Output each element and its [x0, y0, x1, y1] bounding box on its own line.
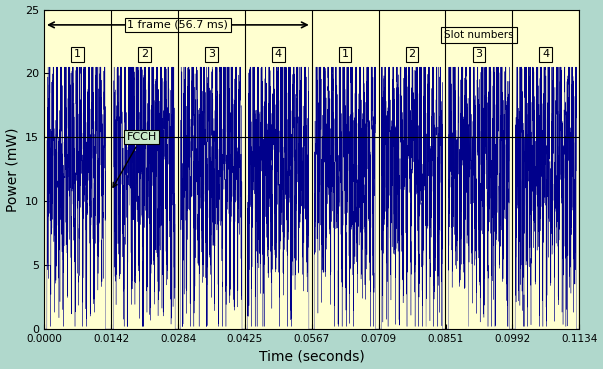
Text: 3: 3 — [208, 49, 215, 59]
Text: 1: 1 — [342, 49, 349, 59]
X-axis label: Time (seconds): Time (seconds) — [259, 349, 365, 363]
Text: 3: 3 — [475, 49, 482, 59]
Text: 1 frame (56.7 ms): 1 frame (56.7 ms) — [127, 20, 229, 30]
Text: 4: 4 — [275, 49, 282, 59]
Text: 2: 2 — [408, 49, 415, 59]
Text: Slot numbers: Slot numbers — [444, 30, 514, 40]
Text: FCCH: FCCH — [113, 132, 157, 187]
Text: 4: 4 — [542, 49, 549, 59]
Y-axis label: Power (mW): Power (mW) — [5, 127, 19, 211]
Text: 2: 2 — [141, 49, 148, 59]
Text: 1: 1 — [74, 49, 81, 59]
